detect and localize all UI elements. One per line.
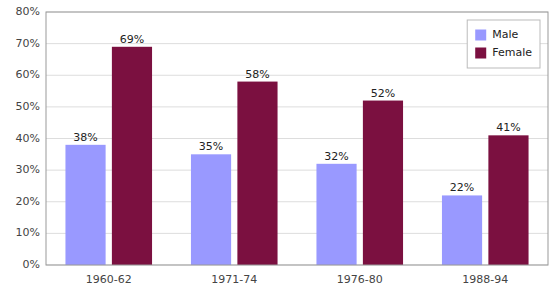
bars bbox=[65, 47, 528, 265]
chart: 0% 10% 20% 30% 40% 50% 60% 70% 80% 1960-62 1971-74… bbox=[0, 0, 560, 295]
data-label: 22% bbox=[450, 181, 474, 194]
y-axis: 0% 10% 20% 30% 40% 50% 60% 70% 80% bbox=[16, 5, 40, 271]
bar bbox=[488, 135, 528, 265]
legend-label: Female bbox=[492, 46, 532, 59]
plot-frame bbox=[46, 12, 548, 265]
legend-swatch bbox=[475, 30, 486, 41]
y-tick-label: 40% bbox=[16, 132, 40, 145]
data-label: 52% bbox=[371, 87, 395, 100]
y-tick-label: 0% bbox=[23, 258, 40, 271]
x-tick-label: 1976-80 bbox=[337, 273, 383, 286]
y-tick-label: 20% bbox=[16, 195, 40, 208]
y-tick-label: 70% bbox=[16, 37, 40, 50]
y-tick-label: 80% bbox=[16, 5, 40, 18]
grid bbox=[46, 12, 548, 265]
data-label: 32% bbox=[324, 150, 348, 163]
bar bbox=[363, 101, 403, 265]
x-tick-label: 1960-62 bbox=[86, 273, 132, 286]
data-label: 41% bbox=[496, 121, 520, 134]
data-label: 69% bbox=[120, 33, 144, 46]
y-tick-label: 30% bbox=[16, 163, 40, 176]
legend-box bbox=[467, 20, 540, 68]
bar bbox=[191, 154, 231, 265]
bar bbox=[65, 145, 105, 265]
bar bbox=[112, 47, 152, 265]
x-tick-label: 1971-74 bbox=[211, 273, 257, 286]
x-axis: 1960-62 1971-74 1976-80 1988-94 bbox=[86, 273, 508, 286]
x-tick-label: 1988-94 bbox=[462, 273, 508, 286]
y-tick-label: 50% bbox=[16, 100, 40, 113]
data-labels: 38% 35% 32% 22% 69% 58% 52% 41% bbox=[73, 33, 520, 195]
data-label: 35% bbox=[199, 140, 223, 153]
data-label: 58% bbox=[245, 68, 269, 81]
legend-label: Male bbox=[492, 28, 518, 41]
data-label: 38% bbox=[73, 131, 97, 144]
y-tick-label: 60% bbox=[16, 68, 40, 81]
bar bbox=[237, 82, 277, 265]
legend: Male Female bbox=[467, 20, 540, 68]
legend-swatch bbox=[475, 48, 486, 59]
bar bbox=[442, 195, 482, 265]
y-tick-label: 10% bbox=[16, 226, 40, 239]
bar bbox=[316, 164, 356, 265]
